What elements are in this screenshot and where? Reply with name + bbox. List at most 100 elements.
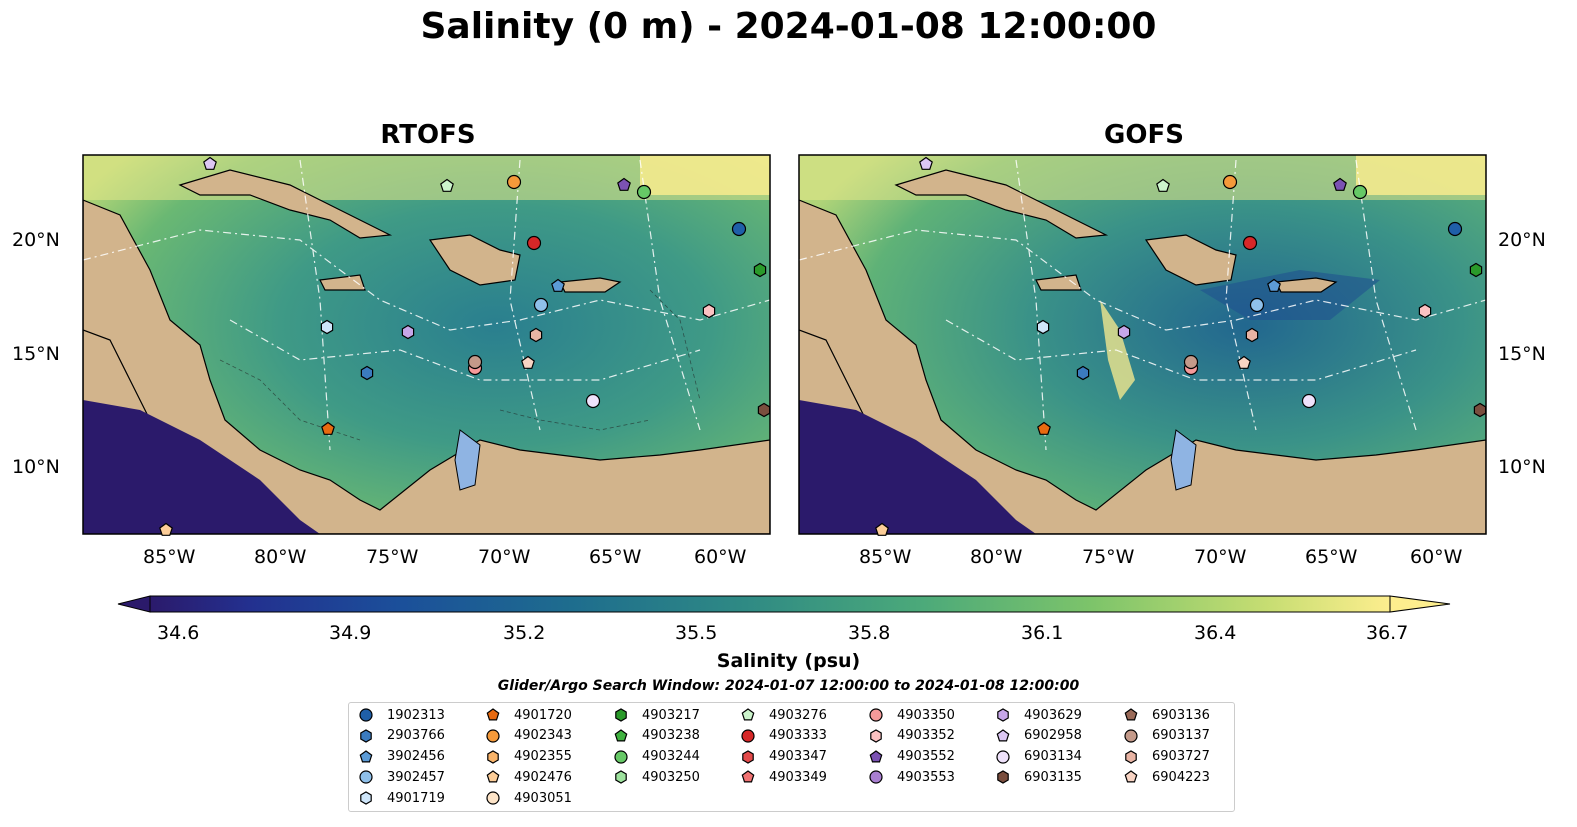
float-marker bbox=[1156, 178, 1170, 192]
pentagon-marker-icon bbox=[869, 749, 883, 763]
float-marker bbox=[506, 174, 522, 190]
central-america-land-gofs bbox=[799, 199, 1486, 534]
colorbar-tick: 36.4 bbox=[1194, 622, 1237, 644]
lon-tick: 85°W bbox=[143, 546, 196, 568]
legend-item: 3902456 bbox=[357, 747, 445, 767]
map-panel-rtofs bbox=[83, 155, 770, 534]
legend-label: 4902343 bbox=[514, 728, 572, 744]
colorbar-tick: 36.7 bbox=[1366, 622, 1409, 644]
circle-marker-icon bbox=[359, 708, 373, 722]
hexagon-marker-icon bbox=[360, 729, 372, 743]
legend-label: 4903250 bbox=[642, 769, 700, 785]
legend-label: 6902958 bbox=[1024, 728, 1082, 744]
float-marker bbox=[636, 184, 652, 200]
float-marker bbox=[1473, 402, 1487, 418]
legend-item: 6903137 bbox=[1122, 726, 1210, 746]
hexagon-marker-icon bbox=[997, 770, 1009, 785]
float-marker bbox=[551, 278, 565, 292]
legend-item: 4902355 bbox=[484, 747, 572, 767]
central-america-land bbox=[83, 199, 770, 534]
legend-item: 6903135 bbox=[994, 767, 1082, 787]
circle-marker-icon bbox=[359, 770, 373, 784]
float-marker bbox=[203, 156, 217, 170]
lon-tick: 75°W bbox=[1082, 546, 1135, 568]
legend-item: 4903629 bbox=[994, 705, 1082, 725]
pentagon-marker-icon bbox=[741, 708, 755, 721]
legend-item: 4903250 bbox=[612, 767, 700, 787]
pentagon-marker-icon bbox=[1124, 770, 1138, 783]
colorbar bbox=[117, 595, 1451, 613]
lat-tick: 10°N bbox=[12, 456, 60, 478]
float-marker bbox=[617, 177, 631, 191]
hexagon-marker-icon bbox=[997, 708, 1009, 722]
circle-marker-icon bbox=[869, 770, 883, 784]
panel-title-rtofs: RTOFS bbox=[380, 120, 476, 150]
lon-tick: 85°W bbox=[859, 546, 912, 568]
float-marker bbox=[1267, 278, 1281, 292]
cuba-island bbox=[178, 169, 622, 293]
float-marker bbox=[919, 156, 933, 170]
hexagon-marker-icon bbox=[487, 749, 499, 764]
legend-item: 4903217 bbox=[612, 705, 700, 725]
legend-item: 1902313 bbox=[357, 705, 445, 725]
float-marker bbox=[1301, 393, 1317, 409]
hexagon-marker-icon bbox=[870, 729, 882, 743]
legend-label: 4903276 bbox=[769, 707, 827, 723]
lat-tick: 15°N bbox=[1498, 343, 1546, 365]
float-marker bbox=[360, 365, 374, 381]
float-marker bbox=[159, 522, 173, 536]
legend-label: 6904223 bbox=[1152, 769, 1210, 785]
colorbar-tick: 35.5 bbox=[675, 622, 718, 644]
circle-marker-icon bbox=[741, 729, 755, 743]
legend-label: 4903629 bbox=[1024, 707, 1082, 723]
circle-marker-icon bbox=[486, 729, 500, 743]
legend-item: 4903333 bbox=[739, 726, 827, 746]
circle-marker-icon bbox=[1124, 729, 1138, 743]
legend-label: 4903051 bbox=[514, 790, 572, 806]
legend-item: 2903766 bbox=[357, 726, 445, 746]
bathymetry-contours bbox=[219, 289, 701, 441]
legend-label: 1902313 bbox=[387, 707, 445, 723]
legend-label: 4903553 bbox=[897, 769, 955, 785]
float-marker bbox=[521, 355, 535, 369]
legend-label: 6903137 bbox=[1152, 728, 1210, 744]
float-marker bbox=[1469, 262, 1483, 278]
legend-label: 6903727 bbox=[1152, 749, 1210, 765]
legend-item: 4903244 bbox=[612, 747, 700, 767]
float-marker bbox=[585, 393, 601, 409]
legend-item: 4903238 bbox=[612, 726, 700, 746]
float-marker bbox=[1037, 421, 1051, 435]
legend-label: 4903347 bbox=[769, 749, 827, 765]
map-frame-gofs bbox=[798, 154, 1487, 535]
legend-label: 4903352 bbox=[897, 728, 955, 744]
legend-item: 4903352 bbox=[867, 726, 955, 746]
float-marker bbox=[467, 354, 483, 370]
legend-item: 4903276 bbox=[739, 705, 827, 725]
legend-label: 4903333 bbox=[769, 728, 827, 744]
circle-marker-icon bbox=[996, 749, 1010, 764]
legend-item: 4901720 bbox=[484, 705, 572, 725]
pentagon-marker-icon bbox=[486, 708, 500, 721]
legend-item: 4901719 bbox=[357, 788, 445, 808]
float-marker bbox=[1117, 324, 1131, 340]
panel-title-gofs: GOFS bbox=[1104, 120, 1184, 150]
float-marker bbox=[1418, 303, 1432, 319]
colorbar-tick: 36.1 bbox=[1021, 622, 1064, 644]
float-markers-gofs bbox=[875, 156, 1487, 536]
lon-tick: 60°W bbox=[1410, 546, 1463, 568]
dashed-eez-lines bbox=[83, 159, 770, 451]
lon-tick: 80°W bbox=[970, 546, 1023, 568]
float-marker bbox=[1242, 235, 1258, 251]
search-window-text: Glider/Argo Search Window: 2024-01-07 12… bbox=[497, 678, 1080, 694]
lon-tick: 80°W bbox=[254, 546, 307, 568]
legend-item: 3902457 bbox=[357, 767, 445, 787]
legend-item: 4903349 bbox=[739, 767, 827, 787]
map-frame-rtofs bbox=[82, 154, 771, 535]
legend-item: 6903727 bbox=[1122, 747, 1210, 767]
legend-label: 4901720 bbox=[514, 707, 572, 723]
float-marker bbox=[757, 402, 771, 418]
float-marker bbox=[1245, 327, 1259, 343]
circle-marker-icon bbox=[486, 791, 500, 805]
legend-label: 3902456 bbox=[387, 749, 445, 765]
legend-item: 4903552 bbox=[867, 747, 955, 767]
